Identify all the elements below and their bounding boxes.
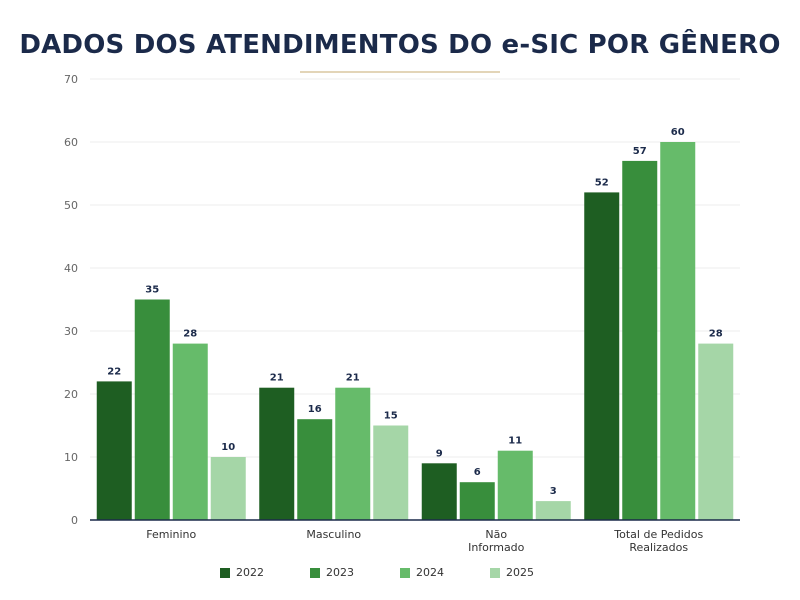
legend-item: 2023 xyxy=(310,566,354,579)
x-category-label: Total de Pedidos xyxy=(613,528,703,541)
bar xyxy=(421,463,457,520)
x-category-label: Realizados xyxy=(629,541,688,554)
data-label: 10 xyxy=(221,442,235,453)
data-label: 22 xyxy=(107,366,121,377)
data-label: 35 xyxy=(145,285,159,296)
legend-swatch xyxy=(490,567,500,578)
legend-label: 2025 xyxy=(506,566,534,579)
chart-title: DADOS DOS ATENDIMENTOS DO e-SIC POR GÊNE… xyxy=(19,30,781,60)
y-tick-label: 50 xyxy=(64,199,78,212)
bar xyxy=(459,482,495,520)
bar xyxy=(660,142,696,520)
data-label: 21 xyxy=(270,373,284,384)
data-label: 11 xyxy=(508,436,522,447)
data-label: 21 xyxy=(346,373,360,384)
legend-label: 2022 xyxy=(236,566,264,579)
bar xyxy=(210,457,246,520)
y-tick-label: 30 xyxy=(64,325,78,338)
x-category-label: Não xyxy=(485,528,507,541)
title-underline xyxy=(300,71,500,73)
legend-swatch xyxy=(400,567,410,578)
x-category-label: Feminino xyxy=(146,528,196,541)
bar xyxy=(535,501,571,520)
bar xyxy=(297,419,333,520)
data-label: 57 xyxy=(633,146,647,157)
bar xyxy=(259,387,295,520)
data-label: 16 xyxy=(308,404,322,415)
y-tick-label: 60 xyxy=(64,136,78,149)
chart-legend: 2022 2023 2024 2025 xyxy=(0,566,800,582)
y-tick-label: 10 xyxy=(64,451,78,464)
data-label: 6 xyxy=(474,467,481,478)
y-tick-label: 0 xyxy=(71,514,78,527)
legend-item: 2024 xyxy=(400,566,444,579)
bar xyxy=(373,425,409,520)
y-tick-label: 20 xyxy=(64,388,78,401)
bar xyxy=(584,192,620,520)
bar xyxy=(96,381,132,520)
data-label: 9 xyxy=(436,448,443,459)
legend-label: 2023 xyxy=(326,566,354,579)
legend-swatch xyxy=(220,567,230,578)
data-label: 28 xyxy=(709,329,723,340)
legend-item: 2025 xyxy=(490,566,534,579)
y-tick-label: 40 xyxy=(64,262,78,275)
data-label: 60 xyxy=(671,127,685,138)
bar xyxy=(134,299,170,520)
x-category-label: Informado xyxy=(468,541,525,554)
data-label: 3 xyxy=(550,486,557,497)
data-label: 15 xyxy=(384,411,398,422)
y-tick-label: 70 xyxy=(64,73,78,86)
legend-label: 2024 xyxy=(416,566,444,579)
data-label: 28 xyxy=(183,329,197,340)
bar xyxy=(497,450,533,520)
bar xyxy=(172,343,208,520)
legend-swatch xyxy=(310,567,320,578)
x-category-label: Masculino xyxy=(306,528,361,541)
data-label: 52 xyxy=(595,177,609,188)
bar xyxy=(622,160,658,520)
legend-item: 2022 xyxy=(220,566,264,579)
bar xyxy=(335,387,371,520)
bar xyxy=(698,343,734,520)
